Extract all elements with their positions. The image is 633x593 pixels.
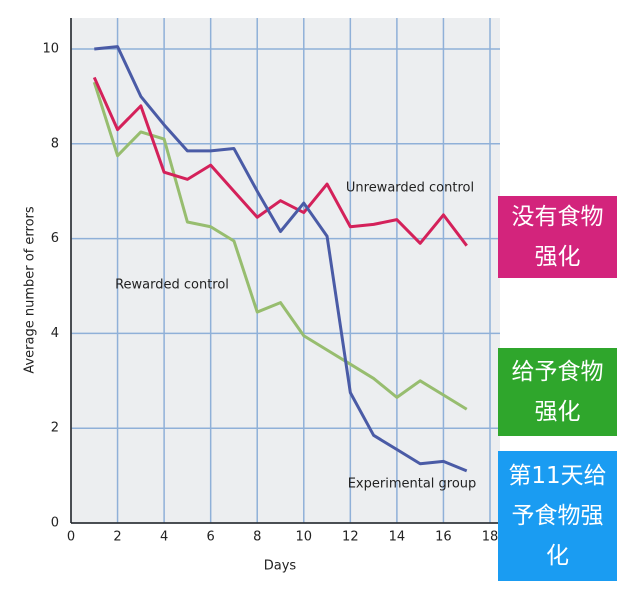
series-line bbox=[94, 45, 468, 473]
series-line bbox=[92, 81, 468, 411]
y-tick-label: 0 bbox=[51, 516, 59, 531]
y-tick-label: 6 bbox=[51, 231, 59, 246]
series-label: Rewarded control bbox=[115, 278, 229, 293]
y-tick-label: 10 bbox=[42, 42, 59, 57]
y-axis-title: Average number of errors bbox=[23, 206, 38, 374]
series-label: Unrewarded control bbox=[346, 181, 474, 196]
plot-background bbox=[71, 18, 500, 523]
x-tick-label: 0 bbox=[67, 530, 75, 545]
x-axis-title: Days bbox=[264, 559, 297, 574]
y-tick-label: 2 bbox=[51, 421, 59, 436]
x-tick-label: 18 bbox=[482, 530, 499, 545]
x-tick-label: 12 bbox=[342, 530, 359, 545]
x-tick-label: 10 bbox=[296, 530, 313, 545]
x-tick-label: 8 bbox=[253, 530, 261, 545]
series-line bbox=[92, 76, 468, 247]
y-tick-label: 4 bbox=[51, 326, 59, 341]
callout-box: 第11天给予食物强化 bbox=[498, 451, 617, 581]
callout-box: 没有食物强化 bbox=[498, 196, 617, 278]
x-tick-label: 2 bbox=[113, 530, 121, 545]
x-tick-label: 16 bbox=[435, 530, 452, 545]
x-tick-label: 14 bbox=[389, 530, 406, 545]
x-tick-label: 4 bbox=[160, 530, 168, 545]
y-tick-label: 8 bbox=[51, 136, 59, 151]
x-tick-label: 6 bbox=[207, 530, 215, 545]
series-label: Experimental group bbox=[348, 477, 477, 492]
callout-box: 给予食物强化 bbox=[498, 348, 617, 436]
